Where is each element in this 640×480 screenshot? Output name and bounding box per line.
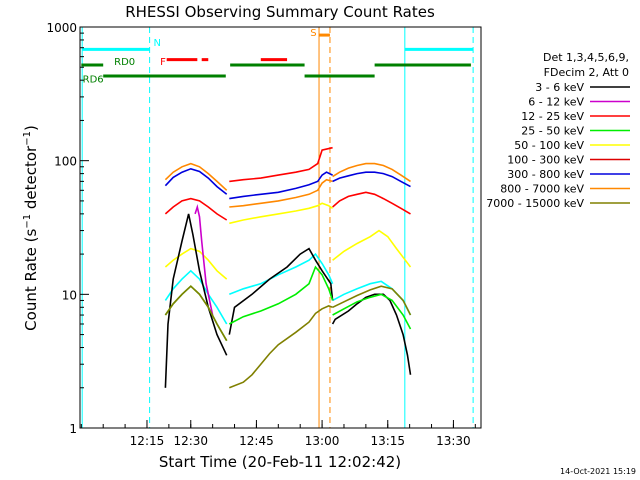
x-axis: 12:15 12:30 12:45 13:00 13:15 13:30: [80, 420, 476, 448]
plot-border: [79, 26, 482, 429]
y-tick-label-1: 10: [62, 288, 77, 302]
y-tick-label-2: 100: [54, 155, 77, 169]
y-tick-label-3: 1000: [46, 21, 77, 35]
x-tick-label-1: 12:30: [173, 434, 208, 448]
series-6-segment-2: [332, 171, 411, 188]
chart-title: RHESSI Observing Summary Count Rates: [125, 3, 435, 21]
legend-label-0: 3 - 6 keV: [535, 81, 584, 94]
flag-label-1: F: [160, 57, 166, 68]
legend: Det 1,3,4,5,6,9, FDecim 2, Att 0 3 - 6 k…: [486, 51, 630, 210]
legend-label-7: 800 - 7000 keV: [500, 183, 584, 196]
extra-curve-1-segment-1: [229, 202, 334, 225]
extra-curve-2-segment-1: [229, 178, 333, 208]
extra-curve-0-segment-0: [164, 197, 228, 221]
series-0-segment-0: [164, 213, 228, 388]
x-tick-label-3: 13:00: [305, 434, 340, 448]
time-markers: [81, 27, 474, 428]
flag-label-2: S: [310, 28, 316, 39]
legend-header-line-2: FDecim 2, Att 0: [544, 66, 629, 79]
x-tick-label-0: 12:15: [130, 434, 165, 448]
legend-label-4: 50 - 100 keV: [514, 139, 584, 152]
extra-curve-2-segment-2: [332, 162, 411, 183]
series-8-segment-1: [229, 305, 333, 389]
flag-label-3: RD0: [114, 57, 135, 68]
x-tick-label-5: 13:30: [436, 434, 471, 448]
series-3-segment-1: [228, 265, 334, 325]
series-6-segment-0: [164, 167, 228, 195]
x-tick-label-2: 12:45: [239, 434, 274, 448]
observing-flags: [81, 33, 474, 78]
y-axis-label-exponent: −1: [22, 214, 33, 229]
y-axis-label-exponent-2: −1: [22, 131, 33, 146]
y-axis-label-close: ): [22, 125, 40, 131]
legend-label-5: 100 - 300 keV: [507, 154, 584, 167]
plot-frame: [79, 26, 482, 429]
series-8-segment-0: [164, 285, 228, 342]
legend-label-8: 7000 - 15000 keV: [486, 197, 584, 210]
extra-curve-3-segment-1: [229, 252, 334, 296]
series-3-segment-2: [332, 293, 412, 330]
flag-label-4: RD6: [83, 74, 104, 85]
legend-label-2: 12 - 25 keV: [521, 110, 584, 123]
extra-curve-0-segment-1: [229, 146, 333, 183]
y-axis-label-main: Count Rate (s: [22, 228, 40, 330]
legend-label-1: 6 - 12 keV: [528, 96, 584, 109]
x-axis-label: Start Time (20-Feb-11 12:02:42): [159, 453, 401, 471]
generation-timestamp: 14-Oct-2021 15:19: [560, 467, 636, 476]
extra-curve-3-segment-0: [164, 269, 228, 325]
x-tick-label-4: 13:15: [370, 434, 405, 448]
series-0-segment-1: [228, 247, 334, 335]
legend-label-3: 25 - 50 keV: [521, 125, 584, 138]
y-axis-label: Count Rate (s−1 detector−1): [22, 125, 40, 331]
extra-curve-0-segment-2: [332, 191, 411, 215]
y-axis: 1 10 100 1000: [46, 21, 89, 436]
series-8-segment-2: [332, 285, 412, 316]
plot-area: [80, 27, 481, 428]
series-6-segment-1: [229, 171, 333, 200]
extra-curve-1-segment-2: [332, 229, 412, 268]
series-1-segment-0: [194, 203, 214, 316]
plot-area-fill: [80, 27, 481, 428]
flag-labels: NF S RD0 RD6: [83, 28, 317, 86]
y-tick-label-0: 1: [69, 422, 77, 436]
legend-label-6: 300 - 800 keV: [507, 168, 584, 181]
y-axis-label-detector: detector: [22, 145, 40, 214]
extra-curve-2-segment-0: [164, 162, 228, 191]
additional-rate-curves: [164, 146, 412, 325]
legend-header-line-1: Det 1,3,4,5,6,9,: [543, 51, 629, 64]
flag-label-0: N: [154, 38, 161, 49]
rate-curves: [164, 167, 412, 389]
